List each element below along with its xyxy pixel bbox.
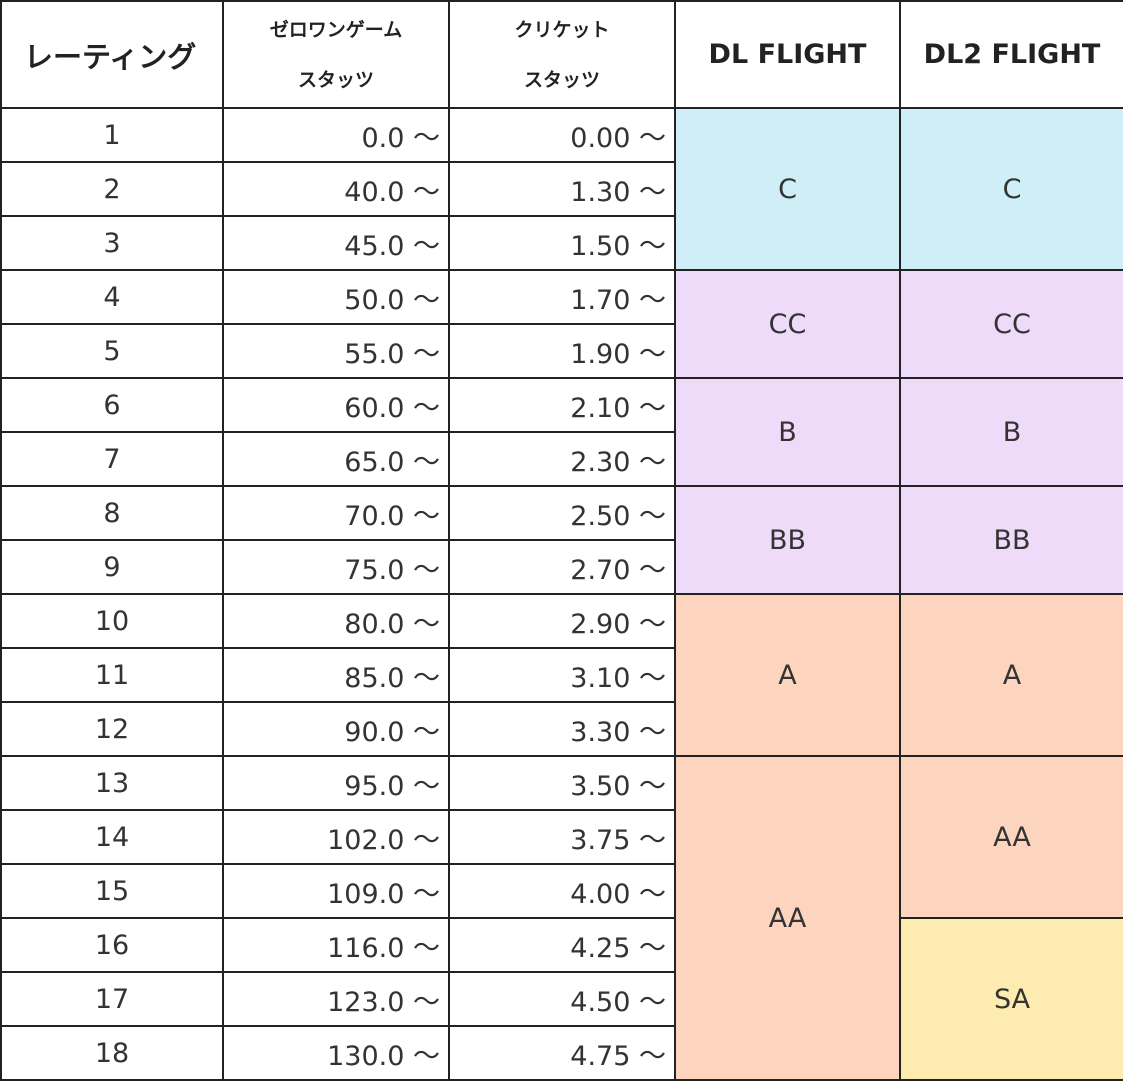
table-row: 13 95.0 〜 3.50 〜 AA AA: [0, 755, 1123, 1081]
dl-flight-cell: AA: [674, 755, 901, 1081]
zero-one-cell: 65.0 〜: [222, 431, 450, 487]
zero-one-cell: 123.0 〜: [222, 971, 450, 1027]
rating-cell: 11: [0, 647, 224, 703]
table-row: 1 0.0 〜 0.00 〜 C C: [0, 107, 1123, 271]
dl-flight-cell: B: [674, 377, 901, 487]
table-row: 16 116.0 〜 4.25 〜 SA: [0, 917, 1123, 1081]
dl2-flight-cell: B: [899, 377, 1123, 487]
rating-cell: 4: [0, 269, 224, 325]
rating-cell: 15: [0, 863, 224, 919]
rating-cell: 17: [0, 971, 224, 1027]
zero-one-cell: 70.0 〜: [222, 485, 450, 541]
dl2-flight-cell: C: [899, 107, 1123, 271]
zero-one-cell: 130.0 〜: [222, 1025, 450, 1081]
table-row: 5 55.0 〜 1.90 〜: [0, 323, 1123, 379]
rating-cell: 12: [0, 701, 224, 757]
dl2-flight-cell: A: [899, 593, 1123, 757]
rating-cell: 2: [0, 161, 224, 217]
rating-cell: 7: [0, 431, 224, 487]
cricket-cell: 1.70 〜: [448, 269, 676, 325]
cricket-cell: 2.10 〜: [448, 377, 676, 433]
cricket-cell: 4.75 〜: [448, 1025, 676, 1081]
table-row: 2 40.0 〜 1.30 〜: [0, 161, 1123, 217]
header-cell: DL FLIGHT: [674, 0, 901, 109]
zero-one-cell: 90.0 〜: [222, 701, 450, 757]
dl2-flight-cell: AA: [899, 755, 1123, 919]
table-row: 18 130.0 〜 4.75 〜: [0, 1025, 1123, 1081]
cricket-cell: 1.30 〜: [448, 161, 676, 217]
cricket-cell: 2.50 〜: [448, 485, 676, 541]
dl-flight-cell: BB: [674, 485, 901, 595]
zero-one-cell: 95.0 〜: [222, 755, 450, 811]
cricket-cell: 2.70 〜: [448, 539, 676, 595]
table-row: 8 70.0 〜 2.50 〜 BB BB: [0, 485, 1123, 595]
zero-one-cell: 55.0 〜: [222, 323, 450, 379]
header-row: レーティング ゼロワンゲーム スタッツ クリケット スタッツ DL FLIGHT D…: [0, 0, 1123, 109]
rating-cell: 3: [0, 215, 224, 271]
dl2-flight-cell: BB: [899, 485, 1123, 595]
table-row: 12 90.0 〜 3.30 〜: [0, 701, 1123, 757]
header-line: スタッツ: [297, 68, 374, 91]
table-row: 17 123.0 〜 4.50 〜: [0, 971, 1123, 1027]
table-row: 9 75.0 〜 2.70 〜: [0, 539, 1123, 595]
table-row: 6 60.0 〜 2.10 〜 B B: [0, 377, 1123, 487]
table-row: 4 50.0 〜 1.70 〜 CC CC: [0, 269, 1123, 379]
rating-cell: 1: [0, 107, 224, 163]
cricket-cell: 4.25 〜: [448, 917, 676, 973]
dl2-flight-cell: CC: [899, 269, 1123, 379]
dl2-flight-cell: SA: [899, 917, 1123, 1081]
zero-one-cell: 60.0 〜: [222, 377, 450, 433]
table-row: 11 85.0 〜 3.10 〜: [0, 647, 1123, 703]
cricket-cell: 1.50 〜: [448, 215, 676, 271]
rating-cell: 10: [0, 593, 224, 649]
header-line: ゼロワンゲーム: [269, 18, 403, 41]
header-line: スタッツ: [523, 68, 600, 91]
rating-cell: 14: [0, 809, 224, 865]
zero-one-cell: 116.0 〜: [222, 917, 450, 973]
cricket-cell: 4.50 〜: [448, 971, 676, 1027]
dl-flight-cell: A: [674, 593, 901, 757]
table-row: 3 45.0 〜 1.50 〜: [0, 215, 1123, 271]
zero-one-cell: 75.0 〜: [222, 539, 450, 595]
table-row: 15 109.0 〜 4.00 〜: [0, 863, 1123, 919]
rating-cell: 16: [0, 917, 224, 973]
rating-cell: 8: [0, 485, 224, 541]
rating-cell: 6: [0, 377, 224, 433]
zero-one-cell: 45.0 〜: [222, 215, 450, 271]
cricket-cell: 2.30 〜: [448, 431, 676, 487]
zero-one-cell: 109.0 〜: [222, 863, 450, 919]
table-row: 10 80.0 〜 2.90 〜 A A: [0, 593, 1123, 757]
cricket-cell: 0.00 〜: [448, 107, 676, 163]
rating-cell: 13: [0, 755, 224, 811]
cricket-cell: 2.90 〜: [448, 593, 676, 649]
zero-one-cell: 80.0 〜: [222, 593, 450, 649]
table-row: 7 65.0 〜 2.30 〜: [0, 431, 1123, 487]
rating-cell: 18: [0, 1025, 224, 1081]
rating-cell: 5: [0, 323, 224, 379]
cricket-cell: 1.90 〜: [448, 323, 676, 379]
header-cell: DL2 FLIGHT: [899, 0, 1123, 109]
cricket-cell: 3.30 〜: [448, 701, 676, 757]
header-cell: ゼロワンゲーム スタッツ: [222, 0, 450, 109]
cricket-cell: 3.75 〜: [448, 809, 676, 865]
cricket-cell: 3.10 〜: [448, 647, 676, 703]
zero-one-cell: 85.0 〜: [222, 647, 450, 703]
zero-one-cell: 40.0 〜: [222, 161, 450, 217]
zero-one-cell: 0.0 〜: [222, 107, 450, 163]
zero-one-cell: 50.0 〜: [222, 269, 450, 325]
cricket-cell: 4.00 〜: [448, 863, 676, 919]
zero-one-cell: 102.0 〜: [222, 809, 450, 865]
table-header: レーティング ゼロワンゲーム スタッツ クリケット スタッツ DL FLIGHT D…: [0, 0, 1123, 109]
header-cell: クリケット スタッツ: [448, 0, 676, 109]
header-line: クリケット: [514, 18, 610, 41]
table-row: 14 102.0 〜 3.75 〜: [0, 809, 1123, 865]
rating-cell: 9: [0, 539, 224, 595]
cricket-cell: 3.50 〜: [448, 755, 676, 811]
table-body: 1 0.0 〜 0.00 〜 C C 2 40.0 〜 1.30 〜 3 45.0 〜 1.50 〜…: [0, 107, 1123, 1081]
dl-flight-cell: C: [674, 107, 901, 271]
header-cell: レーティング: [0, 0, 224, 109]
dl-flight-cell: CC: [674, 269, 901, 379]
